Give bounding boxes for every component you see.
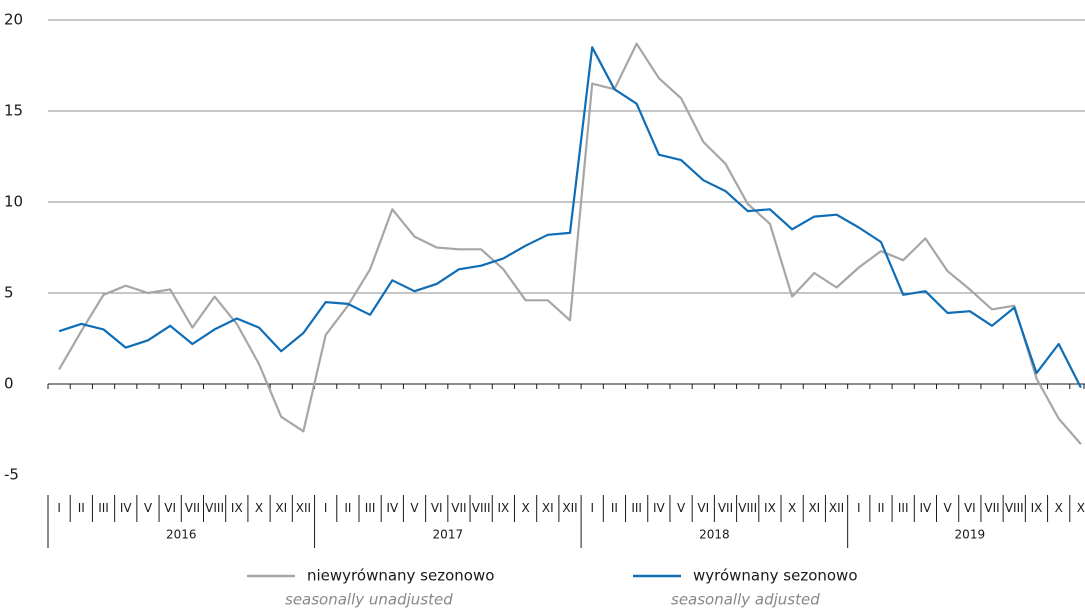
x-tick-label: III <box>898 501 909 515</box>
y-tick-label: 5 <box>4 284 14 302</box>
x-tick-label: X <box>521 501 529 515</box>
x-tick-label: VII <box>718 501 733 515</box>
x-tick-label: IX <box>231 501 243 515</box>
x-tick-label: IX <box>497 501 509 515</box>
x-tick-label: VI <box>697 501 709 515</box>
x-tick-label: IV <box>386 501 399 515</box>
x-tick-label: III <box>365 501 376 515</box>
x-tick-label: III <box>631 501 642 515</box>
x-tick-label: VI <box>964 501 976 515</box>
x-tick-label: I <box>590 501 594 515</box>
x-group-label: 2018 <box>699 528 730 542</box>
x-tick-label: VII <box>984 501 999 515</box>
x-tick-label: VI <box>431 501 443 515</box>
x-tick-label: V <box>410 501 419 515</box>
x-tick-label: IV <box>920 501 933 515</box>
x-tick-label: IV <box>653 501 666 515</box>
y-tick-label: 10 <box>4 193 23 211</box>
x-group-label: 2017 <box>433 528 464 542</box>
x-group-label: 2016 <box>166 528 197 542</box>
x-tick-label: III <box>98 501 109 515</box>
y-tick-label: 15 <box>4 102 23 120</box>
x-tick-label: II <box>344 501 351 515</box>
x-tick-label: XI <box>542 501 554 515</box>
x-tick-label: II <box>611 501 618 515</box>
y-tick-label: 0 <box>4 375 14 393</box>
series-line <box>58 42 1082 445</box>
x-tick-label: V <box>144 501 153 515</box>
x-tick-label: XII <box>562 501 577 515</box>
x-tick-label: IX <box>764 501 776 515</box>
x-tick-label: V <box>944 501 953 515</box>
x-tick-label: X <box>1077 501 1085 515</box>
legend-label-en: seasonally unadjusted <box>285 591 453 609</box>
x-tick-label: XI <box>275 501 287 515</box>
x-tick-label: XI <box>808 501 820 515</box>
x-tick-label: XII <box>829 501 844 515</box>
x-group-label: 2019 <box>955 528 986 542</box>
series-line <box>58 46 1082 389</box>
legend-label-en: seasonally adjusted <box>671 591 820 609</box>
x-tick-label: I <box>324 501 328 515</box>
legend-label: niewyrównany sezonowo <box>307 567 494 585</box>
x-tick-label: X <box>788 501 796 515</box>
y-tick-label: 20 <box>4 11 23 29</box>
x-tick-label: VIII <box>1005 501 1024 515</box>
x-tick-label: I <box>57 501 61 515</box>
x-tick-label: IV <box>120 501 133 515</box>
y-tick-label: -5 <box>4 466 19 484</box>
x-tick-label: X <box>255 501 263 515</box>
x-tick-label: X <box>1055 501 1063 515</box>
x-tick-label: VII <box>451 501 466 515</box>
x-tick-label: VII <box>185 501 200 515</box>
x-tick-label: VIII <box>738 501 757 515</box>
x-tick-label: XII <box>296 501 311 515</box>
legend-label: wyrównany sezonowo <box>693 567 858 585</box>
x-tick-label: I <box>857 501 861 515</box>
x-tick-label: VIII <box>472 501 491 515</box>
x-tick-label: II <box>877 501 884 515</box>
x-tick-label: II <box>78 501 85 515</box>
x-tick-label: V <box>677 501 686 515</box>
x-tick-label: IX <box>1031 501 1043 515</box>
x-tick-label: VI <box>164 501 176 515</box>
x-tick-label: VIII <box>205 501 224 515</box>
